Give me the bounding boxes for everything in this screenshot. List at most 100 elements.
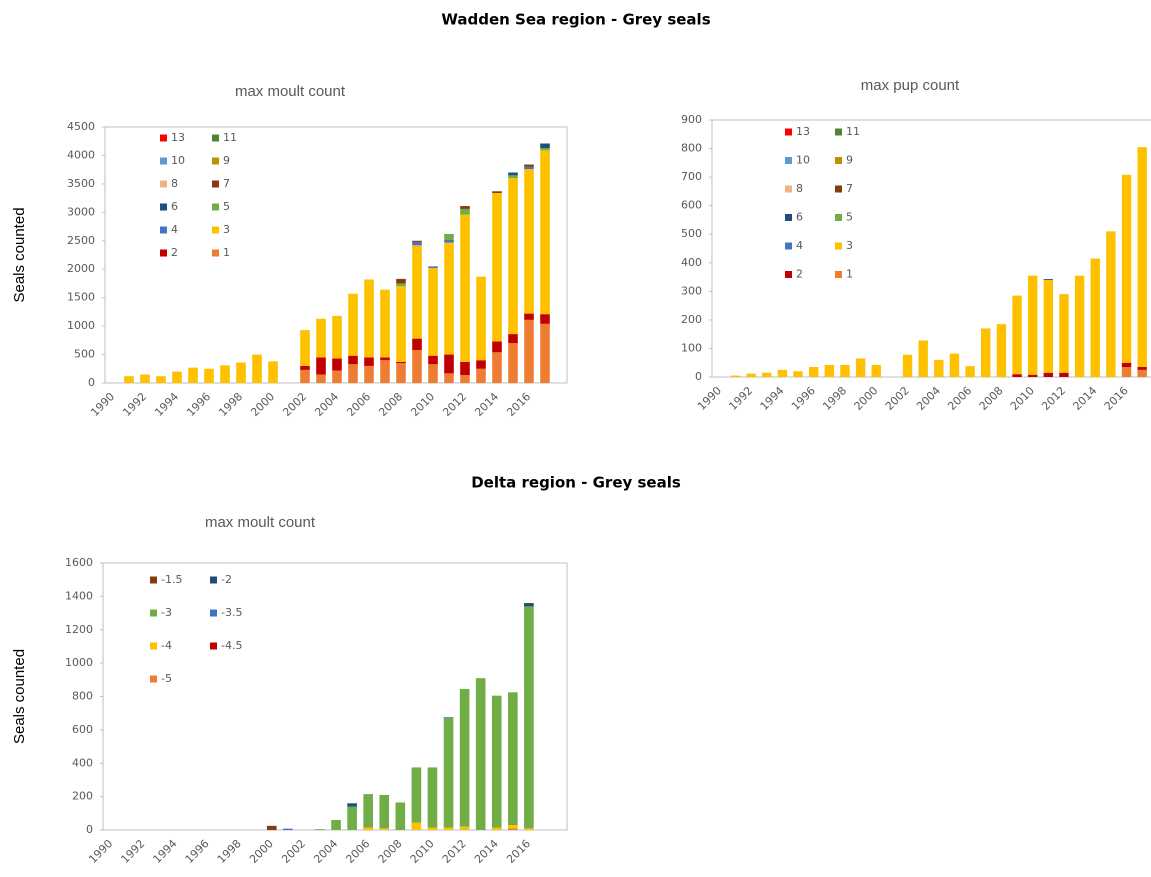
bar-segment [492,191,502,193]
x-tick-label: 1992 [120,390,149,419]
bar-segment [762,372,772,377]
y-tick-label: 900 [681,113,702,126]
chart-title: max moult count [235,83,346,100]
x-tick-label: 1998 [216,390,245,419]
bar-segment [524,319,534,383]
bar-segment [364,365,374,383]
bar-segment [1043,279,1054,280]
bar-segment [1137,369,1147,377]
bar-segment [1027,275,1038,375]
y-tick-label: 500 [74,348,95,361]
bar-segment [1059,294,1069,373]
legend-label: 13 [171,131,185,144]
legend-label: -5 [161,672,172,685]
y-axis-label: Seals counted [11,207,28,302]
legend-label: -3 [161,606,172,619]
bar-segment [396,283,406,287]
bar-segment [524,164,534,167]
legend-label: 3 [223,223,230,236]
bar-segment [949,353,960,377]
bar-segment [981,328,991,377]
legend-label: -4.5 [221,639,242,652]
bar-segment [508,334,518,344]
bar-segment [793,371,803,377]
x-tick-label: 2016 [504,390,533,419]
x-tick-label: 2016 [504,837,533,866]
x-tick-label: 2006 [344,390,373,419]
bar-segment [380,289,390,358]
bar-segment [1027,374,1038,377]
bar-segment [379,794,390,829]
bar-segment [444,354,454,374]
bar-segment [348,364,358,383]
bar-segment [172,371,182,383]
legend-label: -4 [161,639,172,652]
bar-segment [283,828,293,830]
legend-swatch [835,242,842,250]
bar-segment [220,365,230,383]
bar-segment [204,368,214,383]
legend-label: 7 [846,182,853,195]
legend-label: 8 [171,177,178,190]
legend-swatch [210,576,217,584]
legend-swatch [785,157,792,164]
bar-segment [1043,279,1054,373]
bar-segment [412,245,422,339]
bar-segment [524,313,534,320]
bar-segment [380,360,390,383]
bar-segment [411,822,422,830]
x-tick-label: 1996 [183,837,212,866]
bar-segment [476,360,486,369]
bar-segment [524,169,534,314]
bar-segment [524,606,534,829]
x-tick-label: 2000 [247,837,276,866]
bar-segment [443,717,454,719]
bar-segment [492,352,502,383]
legend-label: 3 [846,239,853,252]
bar-segment [524,166,534,170]
y-tick-label: 1200 [65,623,93,636]
legend-swatch [835,271,842,278]
x-tick-label: 2004 [311,837,340,866]
x-tick-label: 2014 [1071,384,1100,413]
legend-label: 8 [796,182,803,195]
bar-segment [1012,295,1022,375]
bar-segment [855,358,866,377]
bar-segment [316,318,326,358]
x-tick-label: 2000 [852,384,881,413]
legend-label: 10 [171,154,185,167]
bar-segment [266,825,277,830]
legend-swatch [160,157,167,165]
x-tick-label: 2004 [312,390,341,419]
x-tick-label: 1998 [215,837,244,866]
y-tick-label: 0 [86,823,93,836]
bar-segment [460,375,470,383]
bar-segment [316,357,326,375]
x-tick-label: 2004 [914,384,943,413]
y-tick-label: 100 [681,341,702,354]
y-axis-label: Seals counted [11,649,28,744]
x-tick-label: 1994 [152,390,181,419]
legend-label: -1.5 [161,573,182,586]
bar-segment [460,206,470,209]
x-tick-label: 2000 [248,390,277,419]
bar-segment [491,695,502,828]
y-tick-label: 0 [88,376,95,389]
bar-segment [348,293,358,356]
bar-segment [492,192,502,342]
bar-segment [1059,372,1069,377]
x-tick-label: 2002 [279,837,308,866]
bar-segment [156,376,166,383]
x-tick-label: 2010 [1008,384,1037,413]
bar-segment [476,276,486,361]
bar-segment [316,374,326,383]
legend-label: -3.5 [221,606,242,619]
bar-segment [540,143,550,149]
bar-segment [1012,374,1022,377]
bar-segment [412,338,422,351]
bar-segment [508,172,518,176]
x-tick-label: 2006 [945,384,974,413]
y-tick-label: 1400 [65,589,93,602]
x-tick-label: 2014 [472,837,501,866]
